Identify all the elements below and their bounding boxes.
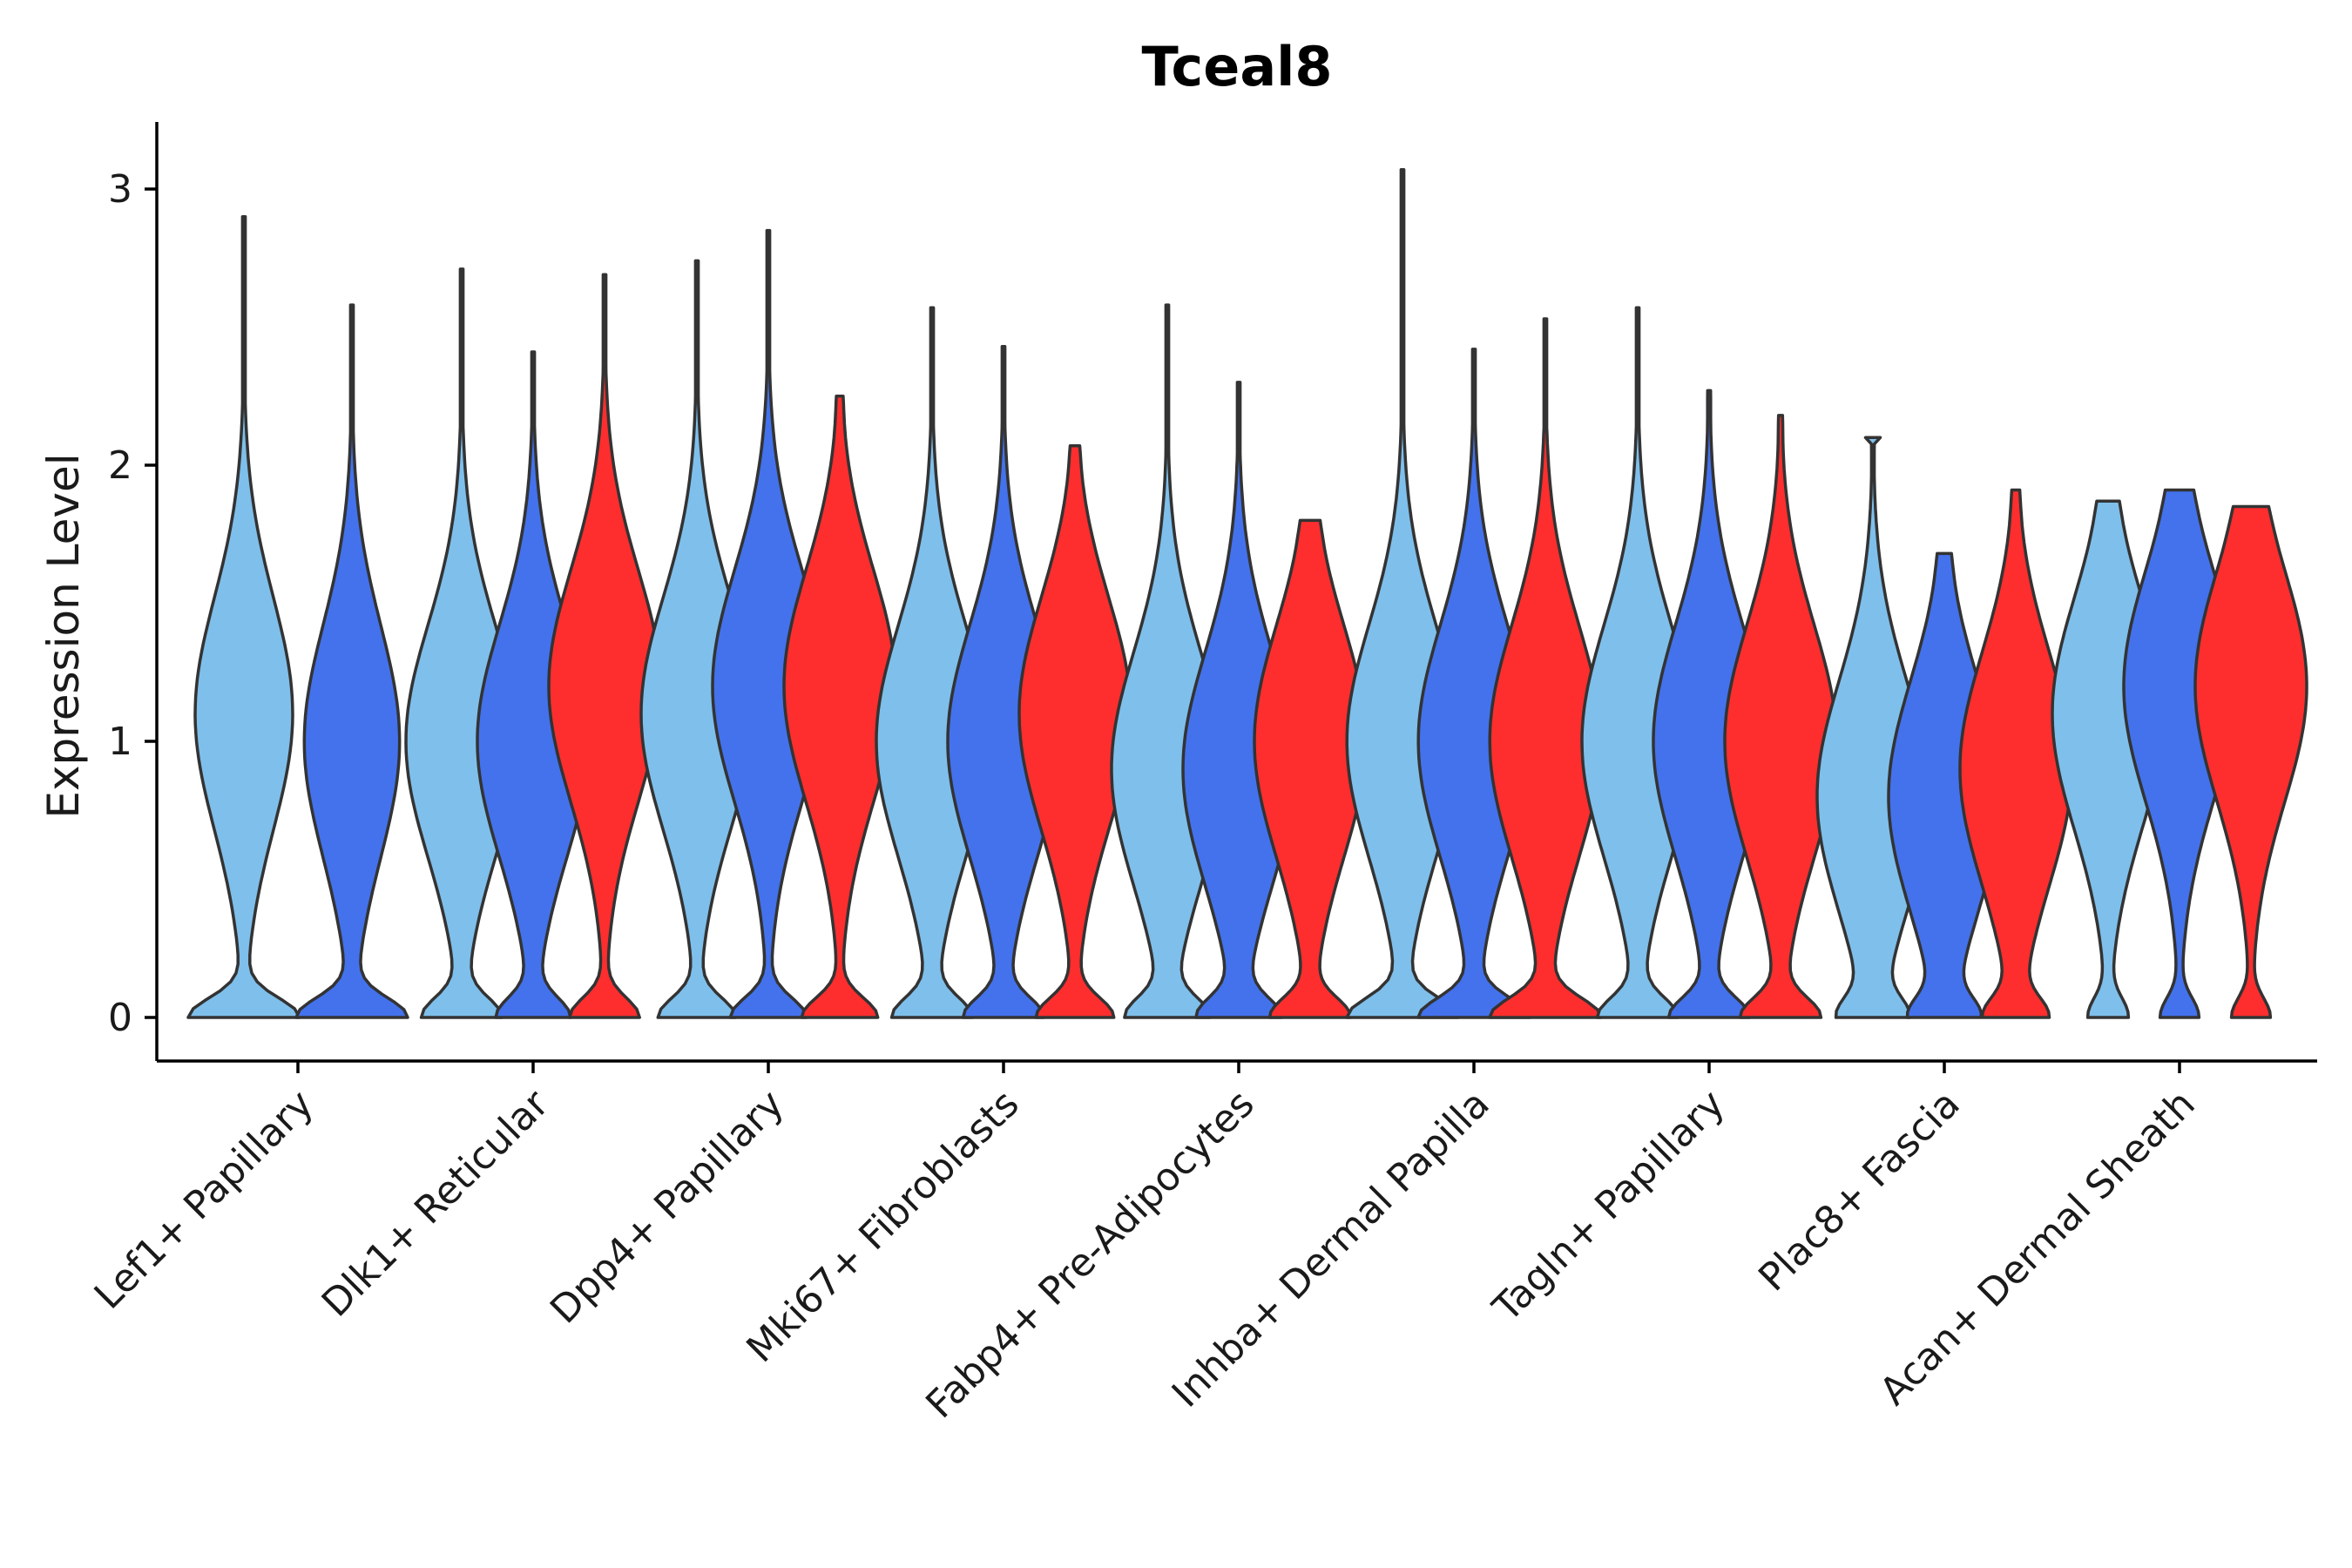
violin-lef1-papillary-group-1 bbox=[186, 214, 301, 1019]
y-tick-label-2: 2 bbox=[108, 443, 132, 488]
y-axis-title: Expression Level bbox=[38, 453, 89, 818]
x-tick-label-2: Dlk1+ Reticular bbox=[314, 1081, 558, 1326]
x-tick-label-8: Plac8+ Fascia bbox=[1750, 1082, 1969, 1301]
x-tick-label-3: Dpp4+ Papillary bbox=[542, 1082, 793, 1333]
chart-title: Tceal8 bbox=[1141, 35, 1332, 98]
violin-plac8-fascia-group-3 bbox=[1958, 488, 2073, 1019]
violin-inhba-dermal-papilla-group-3 bbox=[1488, 317, 1603, 1019]
violin-fabp4-pre-adipocytes-group-3 bbox=[1253, 518, 1368, 1019]
y-tick-label-1: 1 bbox=[108, 720, 132, 764]
violin-inhba-dermal-papilla-group-1 bbox=[1345, 168, 1460, 1019]
violin-tagln-papillary-group-3 bbox=[1723, 414, 1838, 1019]
y-tick-label-3: 3 bbox=[108, 167, 132, 212]
violin-mki67-fibroblasts-group-3 bbox=[1017, 444, 1132, 1019]
violins-layer bbox=[186, 168, 2308, 1019]
x-tick-label-7: Tagln+ Papillary bbox=[1484, 1082, 1734, 1331]
x-tick-label-1: Lef1+ Papillary bbox=[86, 1082, 322, 1318]
y-tick-label-0: 0 bbox=[108, 996, 132, 1040]
violin-dpp4-papillary-group-3 bbox=[782, 395, 897, 1019]
violin-lef1-papillary-group-2 bbox=[294, 303, 409, 1019]
violin-acan-dermal-sheath-group-3 bbox=[2193, 504, 2308, 1019]
violin-dlk1-reticular-group-3 bbox=[547, 273, 662, 1019]
